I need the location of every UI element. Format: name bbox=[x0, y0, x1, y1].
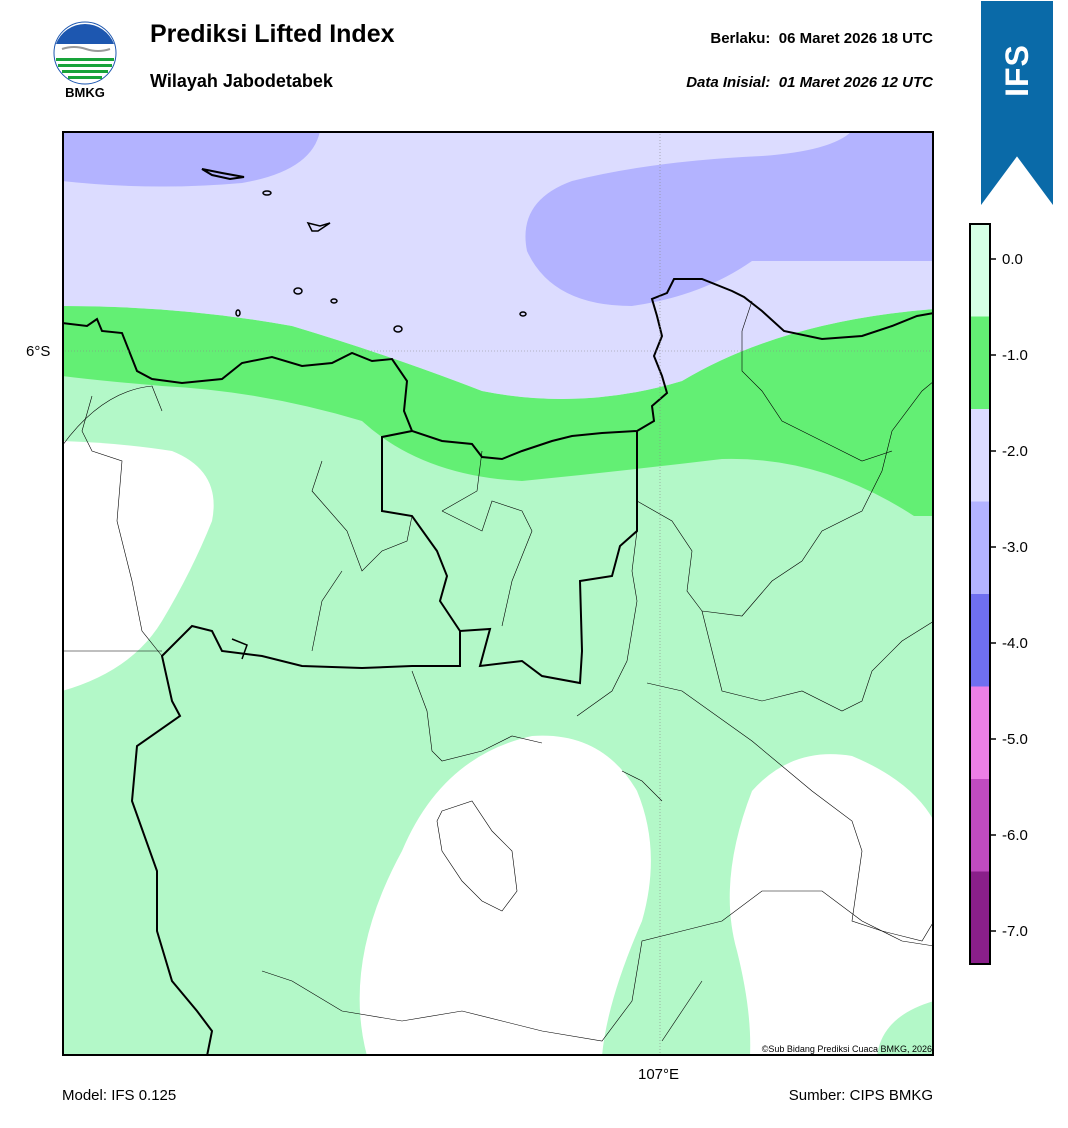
source-info: Sumber: CIPS BMKG bbox=[788, 1087, 933, 1104]
colorbar-tick-label: -4.0 bbox=[1002, 635, 1028, 652]
colorbar-tick-label: -2.0 bbox=[1002, 443, 1028, 460]
li-patch-east bbox=[880, 461, 934, 516]
colorbar-tick-label: 0.0 bbox=[1002, 251, 1023, 268]
valid-value: 06 Maret 2026 18 UTC bbox=[778, 30, 933, 47]
province-border bbox=[130, 624, 461, 1056]
island bbox=[393, 325, 403, 333]
province-border bbox=[231, 638, 248, 660]
model-banner-label: IFS bbox=[980, 30, 1054, 110]
valid-time: Berlaku: 06 Maret 2026 18 UTC bbox=[710, 30, 933, 47]
bmkg-logo-icon bbox=[52, 20, 118, 102]
init-value: 01 Maret 2026 12 UTC bbox=[778, 74, 933, 91]
colorbar-tick-label: -3.0 bbox=[1002, 539, 1028, 556]
colorbar-segment bbox=[970, 871, 990, 965]
init-label: Data Inisial: bbox=[686, 74, 771, 91]
map-copyright: ©Sub Bidang Prediksi Cuaca BMKG, 2026 bbox=[761, 1044, 932, 1054]
colorbar-frame bbox=[969, 223, 991, 965]
colorbar-tick-label: -1.0 bbox=[1002, 347, 1028, 364]
li-band-3-to-4-nw bbox=[62, 131, 320, 187]
init-time: Data Inisial: 01 Maret 2026 12 UTC bbox=[686, 74, 933, 91]
model-banner bbox=[979, 0, 1055, 212]
colorbar-tick-label: -6.0 bbox=[1002, 827, 1028, 844]
valid-label: Berlaku: bbox=[710, 30, 771, 47]
colorbar-segment bbox=[970, 224, 990, 317]
island bbox=[201, 168, 245, 181]
colorbar: 0.0 -1.0 -2.0 -3.0 -4.0 -5.0 -6.0 -7.0 bbox=[960, 220, 1060, 970]
colorbar-segment bbox=[970, 594, 990, 687]
page-subtitle: Wilayah Jabodetabek bbox=[150, 71, 333, 91]
colorbar-segment bbox=[970, 501, 990, 595]
colorbar-segment bbox=[970, 686, 990, 780]
island bbox=[306, 221, 331, 232]
forecast-map bbox=[62, 131, 934, 1056]
island bbox=[262, 190, 272, 196]
coastline bbox=[62, 278, 934, 461]
colorbar-segment bbox=[970, 779, 990, 872]
regency-borders bbox=[62, 300, 934, 1042]
lat-label: 6°S bbox=[26, 343, 51, 360]
colorbar-tick-label: -5.0 bbox=[1002, 731, 1028, 748]
colorbar-segment bbox=[970, 409, 990, 502]
island bbox=[235, 309, 241, 317]
colorbar-tick-label: -7.0 bbox=[1002, 923, 1028, 940]
logo-text: BMKG bbox=[65, 85, 105, 100]
lon-label: 107°E bbox=[638, 1066, 680, 1083]
li-positive-center bbox=[359, 735, 651, 1056]
li-positive-west bbox=[62, 441, 214, 691]
model-info: Model: IFS 0.125 bbox=[62, 1087, 177, 1104]
page-title: Prediksi Lifted Index bbox=[150, 20, 395, 48]
island bbox=[519, 311, 527, 317]
island bbox=[330, 298, 338, 304]
island bbox=[293, 287, 303, 295]
map-frame bbox=[62, 131, 934, 1056]
colorbar-segment bbox=[970, 316, 990, 410]
li-patch-se bbox=[877, 1001, 934, 1056]
li-positive-east bbox=[729, 754, 934, 1056]
banner-text: IFS bbox=[998, 43, 1035, 97]
li-band-3-to-4-ne bbox=[525, 131, 934, 306]
